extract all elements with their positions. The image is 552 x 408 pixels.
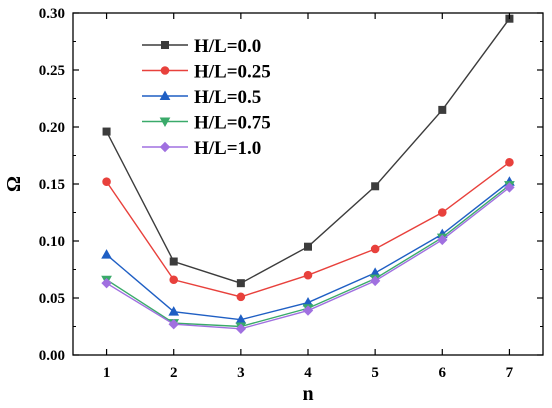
data-point-h-l-1-0: [369, 275, 381, 287]
legend-entry-h-l-0-5: H/L=0.5: [142, 87, 261, 108]
data-point-h-l-0-25: [437, 208, 447, 217]
x-tick-label: 4: [304, 365, 312, 381]
legend-marker-h-l-0-5: [159, 90, 171, 100]
y-tick-label: 0.15: [39, 177, 65, 193]
legend-marker-h-l-1-0: [159, 141, 171, 153]
data-point-h-l-1-0: [504, 182, 515, 193]
y-tick-label: 0.05: [39, 291, 65, 307]
data-point-h-l-1-0: [302, 305, 314, 316]
data-point-h-l-0-0: [102, 127, 111, 136]
data-point-h-l-0-0: [438, 105, 447, 114]
axes: 0.00 0.05 0.10 0.15 0.20 0.25 0.30 1 2 3 4 5 6 7 n Ω: [3, 6, 544, 405]
x-tick-label: 3: [237, 365, 245, 381]
legend-label-h-l-0-5: H/L=0.5: [194, 87, 261, 108]
legend-entry-h-l-0-0: H/L=0.0: [142, 36, 261, 57]
data-point-h-l-0-25: [505, 158, 514, 167]
y-tick-label: 0.10: [39, 234, 65, 250]
y-tick-label: 0.25: [39, 63, 65, 79]
data-point-h-l-0-0: [371, 182, 380, 191]
data-point-h-l-0-25: [236, 292, 246, 302]
legend-label-h-l-0-25: H/L=0.25: [194, 62, 271, 83]
data-point-h-l-1-0: [437, 234, 448, 246]
y-tick-label: 0.20: [39, 120, 65, 136]
series-h-l-1-0: [101, 182, 515, 334]
data-point-h-l-1-0: [101, 277, 112, 289]
legend-label-h-l-1-0: H/L=1.0: [194, 138, 261, 159]
data-point-h-l-0-0: [169, 257, 178, 266]
legend-label-h-l-0-0: H/L=0.0: [194, 36, 261, 57]
x-tick-label: 1: [103, 365, 111, 381]
legend-marker-h-l-0-75: [159, 117, 171, 128]
legend-label-h-l-0-75: H/L=0.75: [194, 113, 271, 134]
series-h-l-0-25: [102, 158, 514, 302]
y-tick-label: 0.00: [39, 348, 65, 364]
data-point-h-l-1-0: [235, 323, 247, 334]
x-tick-label: 5: [371, 365, 379, 381]
legend-entry-h-l-1-0: H/L=1.0: [142, 138, 261, 159]
legend-entry-h-l-0-25: H/L=0.25: [142, 62, 271, 83]
data-point-h-l-0-25: [370, 244, 380, 254]
data-point-h-l-0-25: [303, 270, 313, 280]
data-point-h-l-0-0: [304, 242, 312, 251]
series-layer: [101, 14, 515, 334]
legend-entry-h-l-0-75: H/L=0.75: [142, 113, 271, 134]
x-tick-label: 2: [170, 365, 178, 381]
data-point-h-l-0-25: [169, 275, 179, 285]
y-axis-title: Ω: [3, 176, 25, 192]
x-axis-title: n: [302, 383, 313, 405]
data-point-h-l-0-5: [168, 306, 180, 316]
y-tick-label: 0.30: [39, 6, 65, 22]
legend-marker-h-l-0-25: [160, 66, 170, 75]
data-point-h-l-0-5: [101, 249, 112, 259]
data-point-h-l-0-25: [102, 177, 111, 187]
data-point-h-l-0-0: [236, 279, 245, 288]
data-point-h-l-1-0: [168, 319, 179, 330]
x-tick-label: 6: [439, 365, 447, 381]
legend: H/L=0.0 H/L=0.25 H/L=0.5 H/L=0.75 H/L=1.0: [142, 36, 271, 159]
x-tick-label: 7: [506, 365, 514, 381]
legend-marker-h-l-0-0: [161, 41, 169, 49]
